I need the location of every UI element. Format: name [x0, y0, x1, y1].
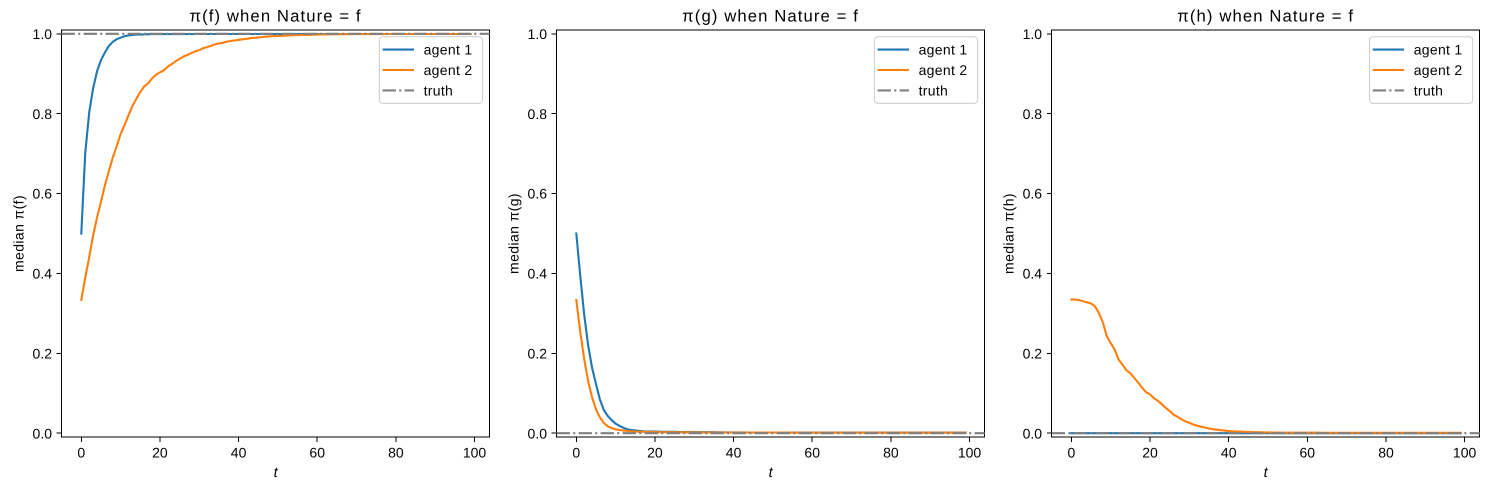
svg-text:0.0: 0.0 — [1023, 425, 1043, 441]
svg-text:0.6: 0.6 — [33, 186, 53, 202]
svg-text:0.4: 0.4 — [528, 266, 548, 282]
svg-text:60: 60 — [804, 445, 820, 461]
svg-text:60: 60 — [309, 445, 325, 461]
svg-text:agent 1: agent 1 — [919, 42, 968, 58]
svg-text:agent 1: agent 1 — [1414, 42, 1463, 58]
svg-text:100: 100 — [463, 445, 487, 461]
svg-text:truth: truth — [919, 82, 949, 98]
svg-text:median π(f): median π(f) — [11, 195, 27, 272]
svg-text:80: 80 — [883, 445, 899, 461]
svg-text:1.0: 1.0 — [528, 26, 548, 42]
svg-text:0.0: 0.0 — [33, 425, 53, 441]
svg-text:0.8: 0.8 — [33, 106, 53, 122]
svg-text:40: 40 — [1221, 445, 1237, 461]
svg-text:0.4: 0.4 — [33, 266, 53, 282]
svg-text:80: 80 — [1378, 445, 1394, 461]
svg-text:100: 100 — [958, 445, 982, 461]
svg-text:agent 2: agent 2 — [919, 62, 968, 78]
svg-text:agent 2: agent 2 — [1414, 62, 1463, 78]
svg-text:0.6: 0.6 — [1023, 186, 1043, 202]
svg-text:0.2: 0.2 — [528, 345, 548, 361]
svg-text:agent 1: agent 1 — [424, 42, 473, 58]
svg-text:π(h) when Nature = f: π(h) when Nature = f — [1177, 7, 1354, 26]
svg-text:0.2: 0.2 — [33, 345, 53, 361]
svg-text:agent 2: agent 2 — [424, 62, 473, 78]
svg-text:truth: truth — [424, 82, 454, 98]
svg-text:truth: truth — [1414, 82, 1444, 98]
svg-text:20: 20 — [1142, 445, 1158, 461]
svg-text:0: 0 — [572, 445, 580, 461]
svg-text:0.2: 0.2 — [1023, 345, 1043, 361]
svg-text:40: 40 — [726, 445, 742, 461]
svg-text:t: t — [769, 465, 774, 481]
svg-text:0.4: 0.4 — [1023, 266, 1043, 282]
svg-text:median π(g): median π(g) — [506, 193, 522, 274]
svg-text:t: t — [1264, 465, 1269, 481]
svg-text:0: 0 — [77, 445, 85, 461]
svg-text:20: 20 — [647, 445, 663, 461]
svg-text:π(g) when Nature = f: π(g) when Nature = f — [682, 7, 859, 26]
svg-text:40: 40 — [231, 445, 247, 461]
svg-text:median π(h): median π(h) — [1001, 193, 1017, 274]
svg-text:t: t — [274, 465, 279, 481]
svg-text:20: 20 — [152, 445, 168, 461]
svg-text:1.0: 1.0 — [33, 26, 53, 42]
svg-text:0: 0 — [1068, 445, 1076, 461]
svg-text:60: 60 — [1300, 445, 1316, 461]
svg-text:π(f) when Nature = f: π(f) when Nature = f — [190, 7, 362, 26]
svg-text:100: 100 — [1453, 445, 1477, 461]
svg-text:0.8: 0.8 — [528, 106, 548, 122]
svg-text:80: 80 — [388, 445, 404, 461]
svg-text:0.0: 0.0 — [528, 425, 548, 441]
svg-text:1.0: 1.0 — [1023, 26, 1043, 42]
svg-text:0.6: 0.6 — [528, 186, 548, 202]
svg-text:0.8: 0.8 — [1023, 106, 1043, 122]
